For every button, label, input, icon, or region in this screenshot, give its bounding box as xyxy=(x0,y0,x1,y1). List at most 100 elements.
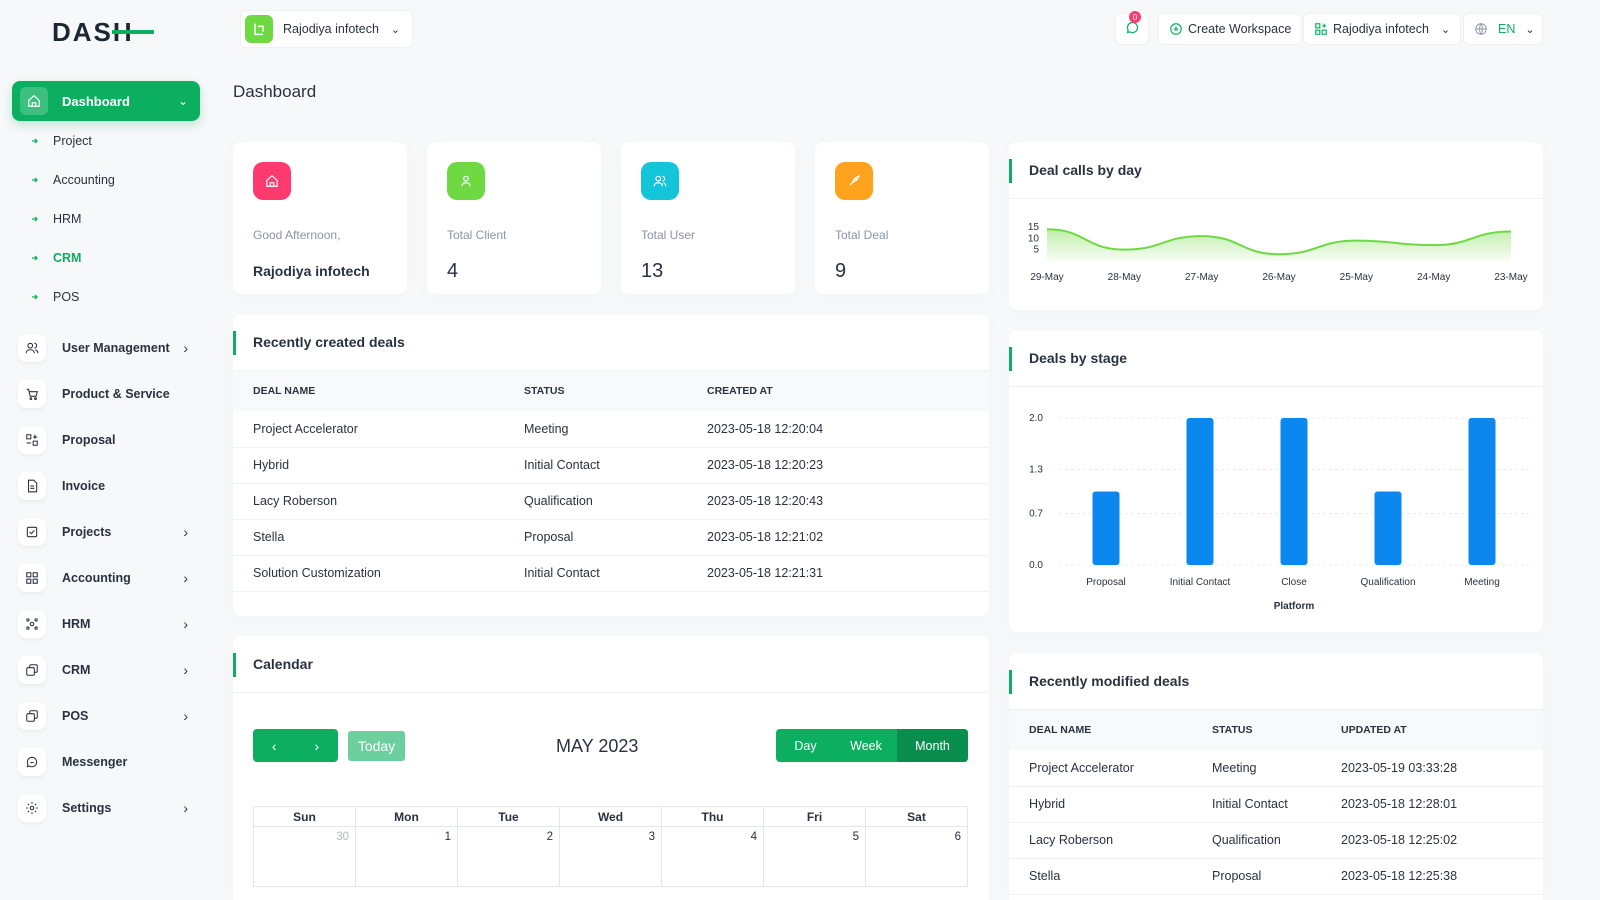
view-day-button[interactable]: Day xyxy=(794,738,817,753)
weekday-header: Tue xyxy=(457,806,560,827)
home-icon xyxy=(20,87,48,115)
users-icon xyxy=(641,162,679,200)
calendar-day[interactable]: 3 xyxy=(559,826,662,887)
sidebar-item-projects[interactable]: Projects › xyxy=(18,516,194,548)
deal-status: Meeting xyxy=(524,411,707,448)
calendar-day[interactable]: 5 xyxy=(763,826,866,887)
calendar-card: Calendar ‹ › Today MAY 2023 Day Week Mon… xyxy=(233,636,989,900)
messages-button[interactable]: 0 xyxy=(1115,11,1149,45)
home-icon xyxy=(253,162,291,200)
sidebar-subitem-pos[interactable]: POS xyxy=(30,290,79,304)
table-header-row: DEAL NAME STATUS UPDATED AT xyxy=(1009,710,1543,750)
users-icon xyxy=(18,334,46,362)
deal-name: Lacy Roberson xyxy=(1009,822,1212,859)
bar xyxy=(1186,418,1214,565)
column-header: UPDATED AT xyxy=(1341,710,1543,750)
chevron-right-icon: › xyxy=(183,662,188,678)
x-tick-label: 23-May xyxy=(1494,272,1527,283)
greeting-text: Good Afternoon, xyxy=(253,228,341,242)
sidebar-subitem-hrm[interactable]: HRM xyxy=(30,212,81,226)
weekday-header: Sun xyxy=(253,806,356,827)
sidebar-item-messenger[interactable]: Messenger xyxy=(18,746,194,778)
sidebar-subitem-accounting[interactable]: Accounting xyxy=(30,173,115,187)
weekday-header: Mon xyxy=(355,806,458,827)
table-row[interactable]: Project Accelerator Meeting 2023-05-19 0… xyxy=(1009,750,1543,787)
workspace-switcher[interactable]: Rajodiya infotech ⌄ xyxy=(240,10,414,48)
chevron-right-icon: › xyxy=(183,340,188,356)
sidebar-item-invoice[interactable]: Invoice xyxy=(18,470,194,502)
bar xyxy=(1468,418,1496,565)
calendar-day[interactable]: 1 xyxy=(355,826,458,887)
table-row[interactable]: Solution Customization Initial Contact 2… xyxy=(233,555,989,592)
create-workspace-button[interactable]: Create Workspace xyxy=(1158,13,1303,45)
view-month-button[interactable]: Month xyxy=(897,729,968,762)
deal-created-at: 2023-05-18 12:21:31 xyxy=(707,555,989,592)
deal-name: Stella xyxy=(1009,858,1212,895)
sidebar-item-accounting[interactable]: Accounting › xyxy=(18,562,194,594)
grid-icon xyxy=(18,564,46,592)
calendar-day[interactable]: 30 xyxy=(253,826,356,887)
language-selector[interactable]: EN ⌄ xyxy=(1463,13,1543,45)
x-axis-title: Platform xyxy=(1274,601,1315,612)
prev-month-button[interactable]: ‹ xyxy=(253,729,296,762)
table-row[interactable]: Stella Proposal 2023-05-18 12:25:38 xyxy=(1009,858,1543,895)
deals-by-stage-card: Deals by stage 2.0 1.3 0.7 0.0 Proposal Initi… xyxy=(1009,330,1543,632)
deal-calls-card: Deal calls by day 15 10 5 29-May 28-May 27-Ma… xyxy=(1009,142,1543,310)
deal-updated-at: 2023-05-19 03:33:28 xyxy=(1341,750,1543,787)
table-row[interactable]: Lacy Roberson Qualification 2023-05-18 1… xyxy=(1009,822,1543,859)
deal-updated-at: 2023-05-18 12:25:02 xyxy=(1341,822,1543,859)
column-header: CREATED AT xyxy=(707,371,989,411)
table-row[interactable]: Lacy Roberson Qualification 2023-05-18 1… xyxy=(233,483,989,520)
sidebar-item-proposal[interactable]: Proposal xyxy=(18,424,194,456)
modified-deals-table: DEAL NAME STATUS UPDATED AT Project Acce… xyxy=(1009,710,1543,895)
arrow-bullet-icon xyxy=(30,136,40,146)
calendar-grid: Sun Mon Tue Wed Thu Fri Sat 30 1 2 3 4 5 xyxy=(253,806,968,887)
sidebar-item-settings[interactable]: Settings › xyxy=(18,792,194,824)
deal-status: Initial Contact xyxy=(524,447,707,484)
calendar-day[interactable]: 2 xyxy=(457,826,560,887)
gear-icon xyxy=(18,794,46,822)
sidebar-item-pos[interactable]: POS › xyxy=(18,700,194,732)
deal-name: Solution Customization xyxy=(233,555,524,592)
deals-by-stage-chart: 2.0 1.3 0.7 0.0 Proposal Initial Contact Close… xyxy=(1029,413,1529,612)
sidebar-subitem-project[interactable]: Project xyxy=(30,134,92,148)
deal-name: Lacy Roberson xyxy=(233,483,524,520)
arrow-bullet-icon xyxy=(30,292,40,302)
x-tick-label: 29-May xyxy=(1030,272,1063,283)
dash-logo[interactable]: DASH xyxy=(52,17,156,51)
sidebar-item-user-management[interactable]: User Management › xyxy=(18,332,194,364)
arrow-bullet-icon xyxy=(30,175,40,185)
y-tick-label: 0.7 xyxy=(1029,509,1043,520)
recent-deals-card: Recently created deals DEAL NAME STATUS … xyxy=(233,314,989,616)
table-row[interactable]: Project Accelerator Meeting 2023-05-18 1… xyxy=(233,411,989,448)
column-header: DEAL NAME xyxy=(1009,710,1212,750)
next-month-button[interactable]: › xyxy=(296,729,339,762)
user-workspace-dropdown[interactable]: Rajodiya infotech ⌄ xyxy=(1303,13,1462,45)
card-title: Recently created deals xyxy=(233,314,989,371)
card-title: Calendar xyxy=(233,636,989,693)
chevron-down-icon: ⌄ xyxy=(1440,23,1451,36)
view-week-button[interactable]: Week xyxy=(850,738,882,753)
sidebar-item-dashboard[interactable]: Dashboard ⌄ xyxy=(12,81,200,121)
weekday-header: Sat xyxy=(865,806,968,827)
weekday-header: Thu xyxy=(661,806,764,827)
notification-badge: 0 xyxy=(1129,11,1141,23)
deal-status: Qualification xyxy=(524,483,707,520)
today-button[interactable]: Today xyxy=(348,731,405,761)
sidebar-item-crm[interactable]: CRM › xyxy=(18,654,194,686)
table-row[interactable]: Hybrid Initial Contact 2023-05-18 12:20:… xyxy=(233,447,989,484)
sidebar-item-product-service[interactable]: Product & Service xyxy=(18,378,194,410)
y-tick-label: 10 xyxy=(1028,233,1040,244)
deal-status: Initial Contact xyxy=(1212,786,1341,823)
table-row[interactable]: Stella Proposal 2023-05-18 12:21:02 xyxy=(233,519,989,556)
sidebar-item-hrm[interactable]: HRM › xyxy=(18,608,194,640)
x-tick-label: 27-May xyxy=(1185,272,1218,283)
deal-updated-at: 2023-05-18 12:25:38 xyxy=(1341,858,1543,895)
calendar-day[interactable]: 6 xyxy=(865,826,968,887)
calendar-day[interactable]: 4 xyxy=(661,826,764,887)
sidebar-subitem-crm[interactable]: CRM xyxy=(30,251,81,265)
table-row[interactable]: Hybrid Initial Contact 2023-05-18 12:28:… xyxy=(1009,786,1543,823)
arrow-bullet-icon xyxy=(30,214,40,224)
sidebar-item-label: Dashboard xyxy=(62,93,130,109)
sidebar: DASH Dashboard ⌄ Project Accounting HRM … xyxy=(0,0,210,900)
